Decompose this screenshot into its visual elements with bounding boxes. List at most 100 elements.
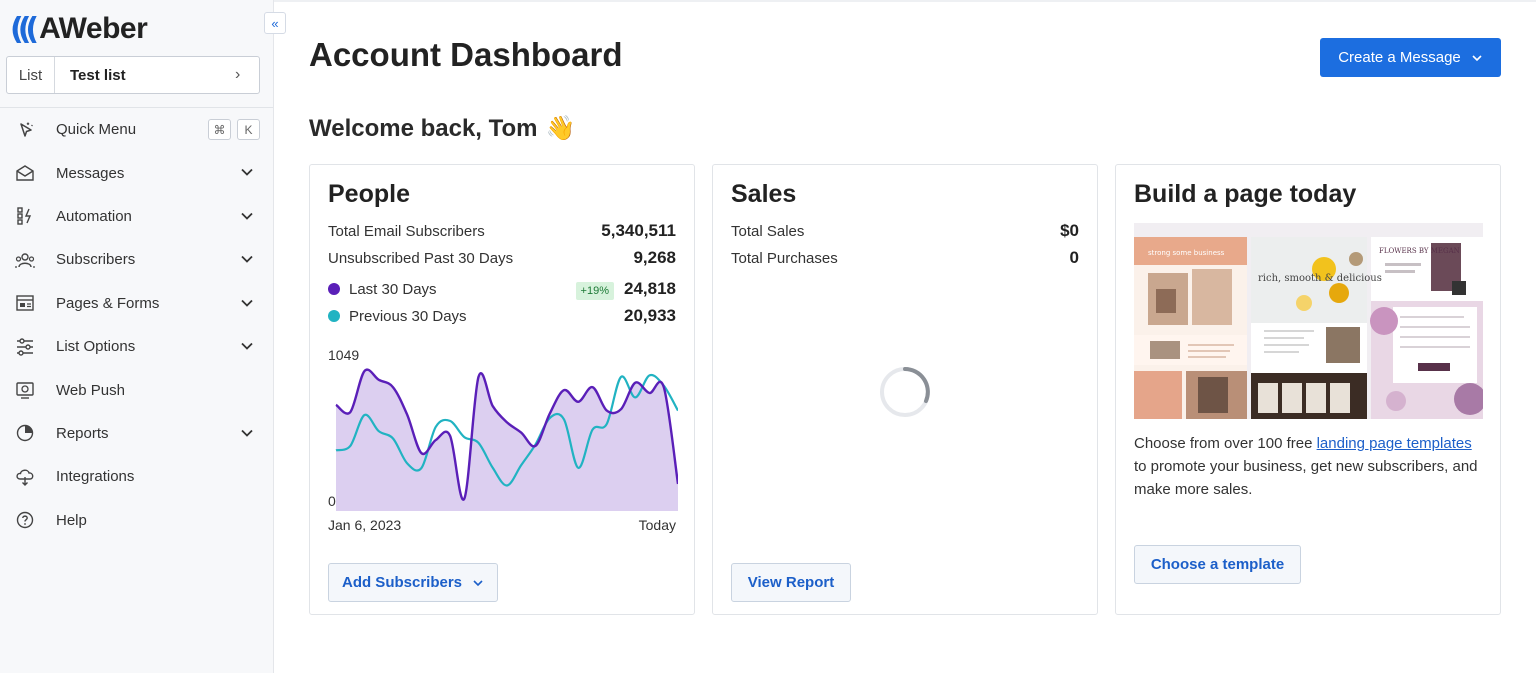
chevron-down-icon bbox=[241, 256, 253, 263]
sidebar-item-web-push[interactable]: Web Push bbox=[0, 368, 273, 411]
sidebar: ((( AWeber List Test list › Quick Menu ⌘… bbox=[0, 0, 274, 673]
double-chevron-left-icon[interactable]: « bbox=[264, 12, 286, 34]
sidebar-item-label: Web Push bbox=[56, 381, 125, 399]
unsubscribed-row: Unsubscribed Past 30 Days 9,268 bbox=[328, 248, 676, 268]
sliders-icon bbox=[14, 336, 36, 358]
create-message-label: Create a Message bbox=[1338, 49, 1461, 66]
choose-template-label: Choose a template bbox=[1150, 556, 1285, 573]
add-subscribers-button[interactable]: Add Subscribers bbox=[328, 563, 498, 602]
sidebar-item-quick-menu[interactable]: Quick Menu ⌘ K bbox=[0, 108, 273, 151]
landing-templates-illustration: strong some business rich, smooth & deli… bbox=[1134, 237, 1486, 419]
view-report-label: View Report bbox=[747, 574, 835, 591]
sidebar-item-label: Reports bbox=[56, 424, 109, 442]
stat-label: Last 30 Days bbox=[349, 280, 437, 298]
welcome-heading: Welcome back, Tom 👋 bbox=[309, 114, 575, 143]
sidebar-item-help[interactable]: Help bbox=[0, 499, 273, 542]
top-border bbox=[274, 0, 1536, 2]
sidebar-item-label: Integrations bbox=[56, 468, 135, 486]
automation-icon bbox=[14, 205, 36, 227]
preview-left-banner: strong some business bbox=[1148, 249, 1225, 257]
sidebar-nav: Quick Menu ⌘ K Messages Automation bbox=[0, 108, 273, 542]
sales-card: Sales Total Sales $0 Total Purchases 0 V… bbox=[712, 164, 1098, 615]
aweber-waves-icon: ((( bbox=[10, 11, 39, 47]
total-sales-row: Total Sales $0 bbox=[731, 221, 1079, 241]
stat-value: 24,818 bbox=[624, 279, 676, 298]
sidebar-item-label: List Options bbox=[56, 338, 136, 356]
legend-item-last-30: Last 30 Days bbox=[328, 281, 437, 298]
sidebar-item-label: Automation bbox=[56, 207, 132, 225]
x-tick-label-start: Jan 6, 2023 bbox=[328, 517, 402, 533]
build-title: Build a page today bbox=[1134, 180, 1357, 208]
aweber-logo[interactable]: ((( AWeber bbox=[10, 11, 148, 47]
build-desc-end: to promote your business, get new subscr… bbox=[1134, 458, 1478, 498]
choose-template-button[interactable]: Choose a template bbox=[1134, 545, 1301, 584]
welcome-text: Welcome back, Tom bbox=[309, 114, 538, 142]
x-tick-label-end: Today bbox=[638, 517, 676, 533]
pie-chart-icon bbox=[14, 422, 36, 444]
sidebar-item-pages-forms[interactable]: Pages & Forms bbox=[0, 282, 273, 325]
brand-name: AWeber bbox=[39, 12, 148, 45]
waving-hand-icon: 👋 bbox=[545, 115, 576, 142]
sparkle-cursor-icon bbox=[14, 119, 36, 141]
sidebar-item-label: Pages & Forms bbox=[56, 294, 160, 312]
last-30-days-row: Last 30 Days +19% 24,818 bbox=[328, 279, 676, 300]
k-key: K bbox=[237, 119, 260, 140]
total-purchases-row: Total Purchases 0 bbox=[731, 248, 1079, 268]
list-selector[interactable]: List Test list › bbox=[6, 56, 260, 94]
people-title: People bbox=[328, 180, 410, 208]
sidebar-item-label: Subscribers bbox=[56, 251, 136, 269]
sidebar-item-label: Help bbox=[56, 511, 87, 529]
subscribers-chart bbox=[335, 368, 678, 511]
stat-value-group: +19% 24,818 bbox=[575, 279, 676, 300]
chevron-down-icon bbox=[241, 299, 253, 307]
sidebar-item-integrations[interactable]: Integrations bbox=[0, 455, 273, 498]
list-selector-value: Test list bbox=[70, 66, 126, 84]
sidebar-item-list-options[interactable]: List Options bbox=[0, 325, 273, 368]
y-tick-label-min: 0 bbox=[328, 493, 336, 509]
stat-label: Total Email Subscribers bbox=[328, 222, 485, 240]
chevron-down-icon bbox=[241, 212, 253, 220]
stat-value: 9,268 bbox=[633, 248, 676, 267]
page-form-icon bbox=[14, 292, 36, 314]
loading-spinner-icon bbox=[880, 367, 930, 417]
sidebar-item-messages[interactable]: Messages bbox=[0, 151, 273, 194]
stat-value: 5,340,511 bbox=[601, 221, 676, 240]
stat-value: 0 bbox=[1069, 248, 1079, 267]
stat-value: $0 bbox=[1060, 221, 1079, 240]
cloud-plug-icon bbox=[14, 466, 36, 488]
list-selector-label: List bbox=[7, 57, 55, 93]
line-last-30-days bbox=[335, 368, 678, 501]
stat-label: Previous 30 Days bbox=[349, 307, 467, 325]
area-last-30-days bbox=[336, 369, 678, 511]
sales-title: Sales bbox=[731, 180, 797, 208]
chevron-down-icon bbox=[1472, 54, 1482, 61]
line-previous-30-days bbox=[335, 373, 678, 487]
sidebar-item-label: Messages bbox=[56, 164, 125, 182]
page-title: Account Dashboard bbox=[309, 36, 623, 73]
sidebar-item-automation[interactable]: Automation bbox=[0, 195, 273, 238]
quick-menu-shortcut: ⌘ K bbox=[208, 119, 260, 140]
preview-mid-headline: rich, smooth & delicious bbox=[1258, 273, 1382, 284]
command-key: ⌘ bbox=[208, 119, 231, 140]
growth-badge: +19% bbox=[575, 282, 614, 300]
sidebar-divider bbox=[0, 107, 273, 108]
chevron-right-icon: › bbox=[235, 66, 241, 83]
view-report-button[interactable]: View Report bbox=[731, 563, 851, 602]
stat-label: Unsubscribed Past 30 Days bbox=[328, 249, 514, 267]
landing-page-preview: strong some business rich, smooth & deli… bbox=[1134, 223, 1486, 419]
sidebar-item-reports[interactable]: Reports bbox=[0, 412, 273, 455]
sidebar-item-subscribers[interactable]: Subscribers bbox=[0, 238, 273, 281]
landing-page-templates-link[interactable]: landing page templates bbox=[1316, 435, 1472, 452]
chevron-down-icon bbox=[241, 342, 253, 350]
build-page-card: Build a page today bbox=[1115, 164, 1501, 615]
previous-30-days-row: Previous 30 Days 20,933 bbox=[328, 306, 676, 326]
people-card: People Total Email Subscribers 5,340,511… bbox=[309, 164, 695, 615]
stat-label: Total Purchases bbox=[731, 249, 838, 267]
add-subscribers-label: Add Subscribers bbox=[341, 574, 463, 591]
sidebar-item-label: Quick Menu bbox=[56, 121, 137, 139]
chevron-down-icon bbox=[241, 169, 253, 177]
stat-label: Total Sales bbox=[731, 222, 805, 240]
build-description: Choose from over 100 free landing page t… bbox=[1134, 432, 1484, 501]
create-message-button[interactable]: Create a Message bbox=[1320, 38, 1501, 77]
build-desc-start: Choose from over 100 free bbox=[1134, 435, 1317, 452]
